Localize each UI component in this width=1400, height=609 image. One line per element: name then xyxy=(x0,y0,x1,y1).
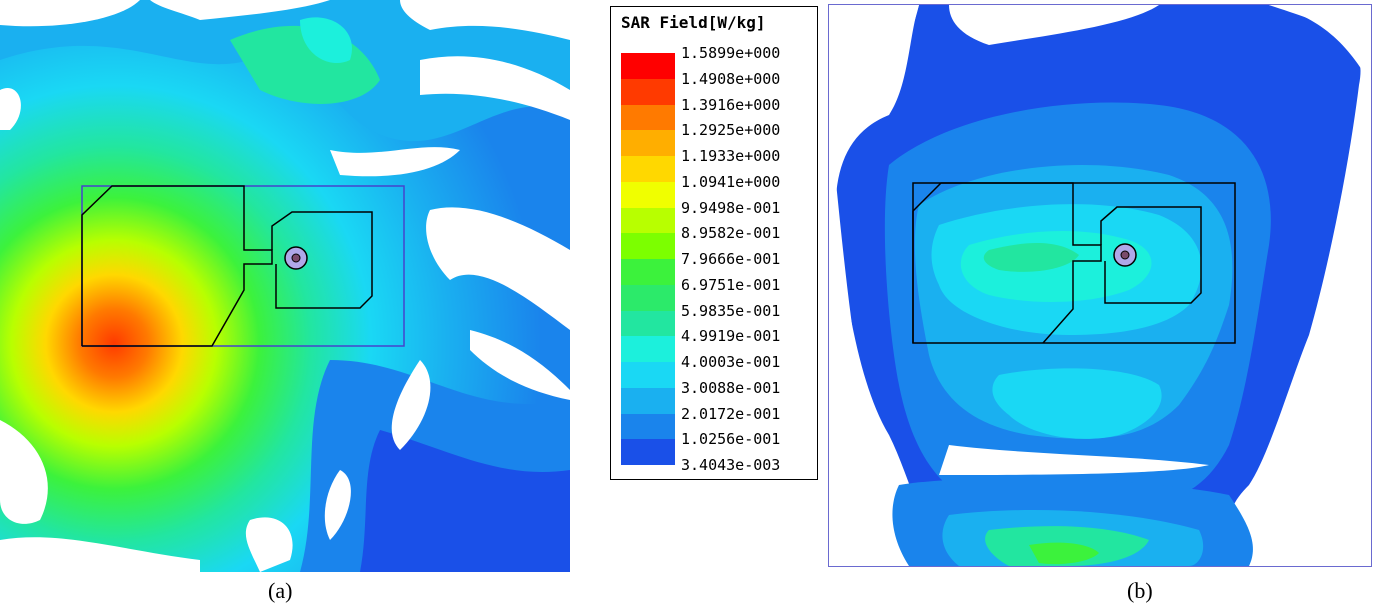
legend-tick-label: 5.9835e-001 xyxy=(681,301,781,320)
legend-swatch xyxy=(621,336,675,362)
legend-swatch xyxy=(621,104,675,131)
sar-map-panel-a xyxy=(0,0,570,572)
legend-tick-label: 1.1933e+000 xyxy=(681,147,781,165)
legend-swatch xyxy=(621,207,675,234)
legend-swatch xyxy=(621,259,675,285)
legend-swatch xyxy=(621,310,675,337)
legend-tick-label: 2.0172e-001 xyxy=(681,404,781,423)
legend-tick-label: 1.4908e+000 xyxy=(681,69,781,88)
legend-tick-label: 7.9666e-001 xyxy=(681,250,781,268)
caption-a: (a) xyxy=(268,578,293,603)
legend-tick-label: 3.4043e-003 xyxy=(681,456,781,474)
sar-legend: SAR Field[W/kg] 1.5899e+000 1.4908e+000 1.… xyxy=(610,6,818,480)
legend-tick-label: 9.9498e-001 xyxy=(681,198,781,217)
caption-b: (b) xyxy=(1127,578,1153,603)
legend-swatch xyxy=(621,53,675,79)
sar-map-b-graphic xyxy=(829,5,1371,566)
sar-map-a-graphic xyxy=(0,0,570,572)
legend-tick-label: 1.0256e-001 xyxy=(681,430,781,449)
legend-swatch xyxy=(621,156,675,182)
legend-swatch xyxy=(621,362,675,388)
legend-swatch xyxy=(621,233,675,259)
legend-tick-label: 6.9751e-001 xyxy=(681,275,781,294)
legend-swatch xyxy=(621,439,675,465)
legend-swatch xyxy=(621,387,675,414)
legend-tick-label: 3.0088e-001 xyxy=(681,378,781,397)
legend-tick-label: 8.9582e-001 xyxy=(681,224,781,243)
legend-tick-label: 4.9919e-001 xyxy=(681,327,781,346)
legend-swatch xyxy=(621,181,675,208)
legend-tick-label: 4.0003e-001 xyxy=(681,353,781,371)
legend-tick-label: 1.5899e+000 xyxy=(681,44,781,62)
legend-swatch xyxy=(621,78,675,105)
legend-color-bar xyxy=(621,53,675,465)
legend-tick-label: 1.3916e+000 xyxy=(681,95,781,114)
legend-swatch xyxy=(621,413,675,440)
legend-title: SAR Field[W/kg] xyxy=(621,13,766,32)
legend-swatch xyxy=(621,284,675,311)
legend-tick-label: 1.2925e+000 xyxy=(681,121,781,140)
sar-map-panel-b xyxy=(828,4,1372,567)
legend-tick-label: 1.0941e+000 xyxy=(681,172,781,191)
legend-swatch xyxy=(621,130,675,156)
